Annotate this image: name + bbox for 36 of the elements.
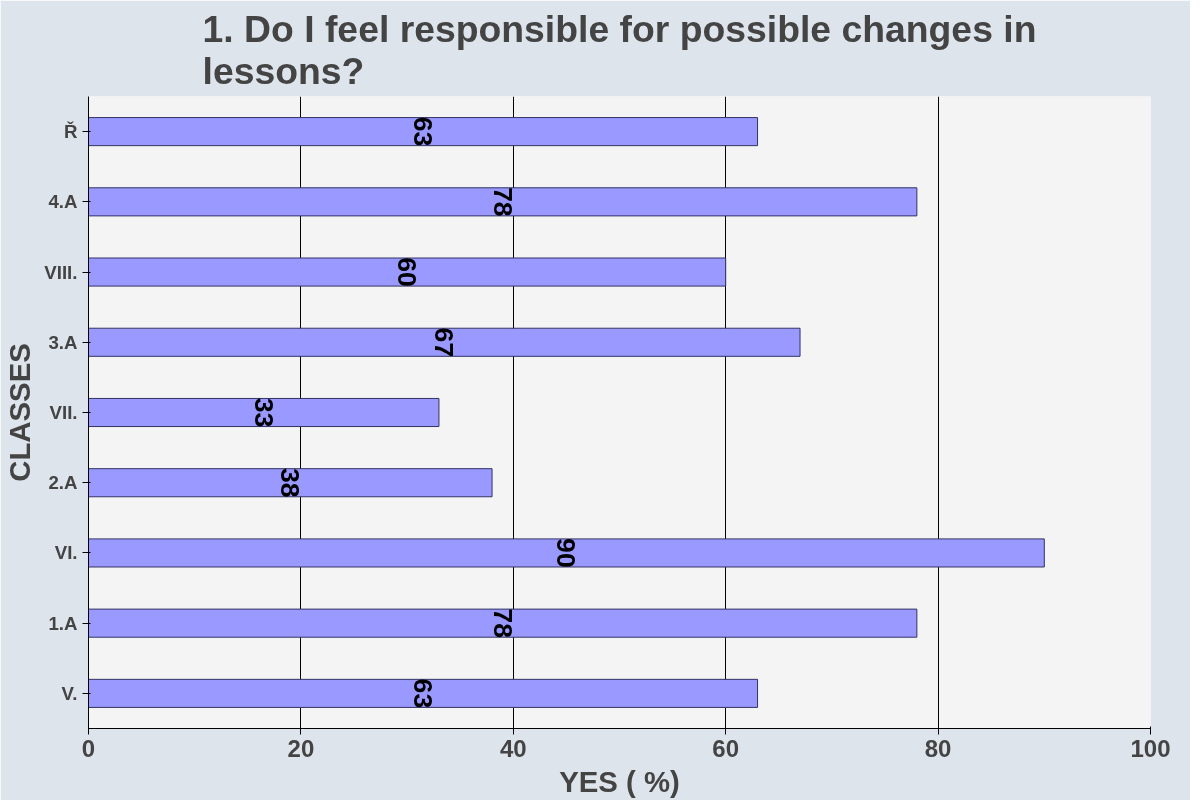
y-tick-label: Ř xyxy=(64,121,79,143)
bar xyxy=(88,327,801,357)
x-tick-label: 80 xyxy=(924,734,952,762)
bar xyxy=(88,117,759,147)
bar xyxy=(88,257,727,287)
data-label: 78 xyxy=(487,608,518,638)
x-tick-label: 40 xyxy=(499,734,527,762)
data-label: 78 xyxy=(487,187,518,217)
data-label: 38 xyxy=(275,467,306,498)
bar xyxy=(88,187,918,217)
y-tick-label: VII. xyxy=(49,402,78,423)
data-label: 67 xyxy=(429,327,460,358)
data-label: 60 xyxy=(392,257,423,287)
y-tick-label: 4.A xyxy=(48,191,78,213)
bar xyxy=(88,538,1045,568)
y-tick-label: 3.A xyxy=(48,331,78,353)
x-tick-label: 20 xyxy=(287,734,315,762)
y-tick-label: 1.A xyxy=(48,612,78,634)
bar xyxy=(88,468,493,498)
y-tick-label: 2.A xyxy=(48,472,78,494)
data-label: 63 xyxy=(408,678,439,709)
x-tick-label: 100 xyxy=(1130,734,1171,762)
x-tick-label: 0 xyxy=(81,734,96,762)
data-label: 90 xyxy=(551,538,582,568)
bar xyxy=(88,608,918,638)
y-tick-label: VIII. xyxy=(44,261,78,283)
y-tick-label: V. xyxy=(61,682,78,704)
bar xyxy=(88,678,759,708)
y-tick-label: VI. xyxy=(54,542,78,564)
data-label: 63 xyxy=(408,116,439,147)
chart-title: 1. Do I feel responsible for possible changes in lessons? xyxy=(202,7,1037,92)
x-tick-label: 60 xyxy=(712,734,740,762)
y-axis-title: CLASSES xyxy=(3,343,37,482)
bar xyxy=(88,397,440,428)
data-label: 33 xyxy=(248,397,279,428)
x-axis-title: YES ( %) xyxy=(559,764,680,798)
